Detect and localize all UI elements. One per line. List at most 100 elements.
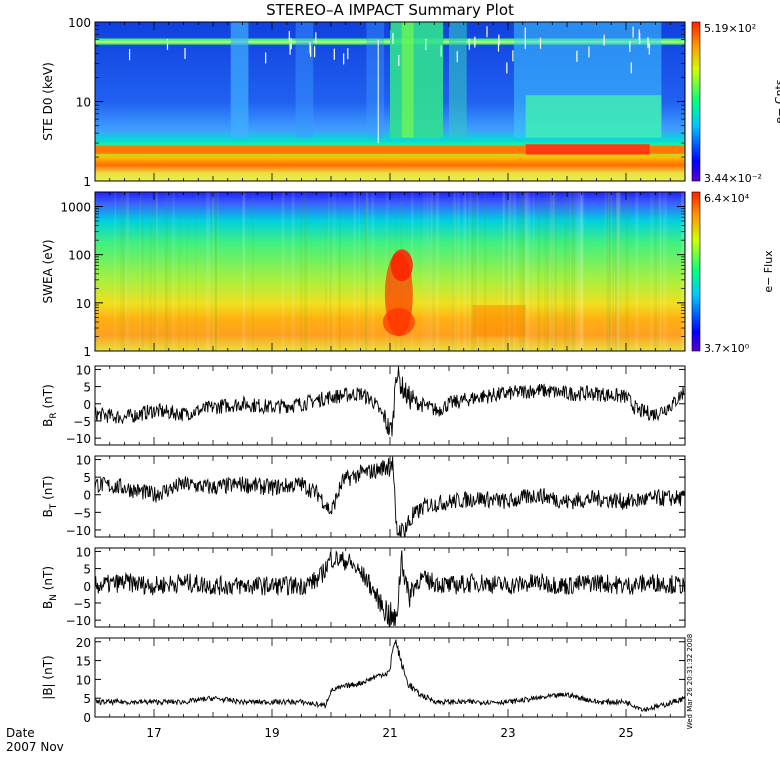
- swea-texture: [148, 192, 152, 351]
- swea-texture: [549, 192, 554, 351]
- y-tick-label-bmag: 0: [83, 711, 91, 725]
- y-tick-label-bt: 0: [83, 489, 91, 503]
- swea-texture: [512, 192, 517, 351]
- swea-texture: [205, 192, 210, 351]
- colorbar-ste: [691, 21, 701, 182]
- time-tick-label: 19: [264, 726, 279, 740]
- y-tick-label-bt: −10: [66, 524, 91, 538]
- swea-texture: [525, 192, 529, 351]
- y-tick-label-swea: 10: [76, 297, 91, 311]
- swea-texture: [509, 192, 514, 351]
- y-tick-label-bmag: 15: [76, 655, 91, 669]
- swea-texture: [364, 192, 368, 351]
- axis-frame-br: [94, 365, 686, 446]
- ste-enhancement-4: [401, 22, 414, 138]
- y-tick-label-bt: 5: [83, 471, 91, 485]
- y-axis-label-sub-bn: N: [49, 594, 59, 601]
- y-axis-label-ste: STE D0 (keV): [41, 62, 55, 141]
- swea-texture: [502, 192, 505, 351]
- swea-texture: [214, 192, 218, 351]
- swea-texture: [522, 192, 526, 351]
- swea-texture: [580, 192, 583, 351]
- swea-texture: [166, 192, 169, 351]
- swea-texture: [612, 192, 615, 351]
- swea-texture: [580, 192, 585, 351]
- swea-texture: [468, 192, 472, 351]
- axis-frame-bmag: [94, 637, 686, 718]
- swea-texture: [120, 192, 122, 351]
- swea-texture: [681, 192, 683, 351]
- y-tick-label-swea: 1000: [60, 200, 91, 214]
- y-axis-label-bmag: |B| (nT): [41, 655, 55, 699]
- y-tick-label-bmag: 10: [76, 673, 91, 687]
- y-tick-label-ste: 100: [68, 16, 91, 30]
- swea-texture: [125, 192, 130, 351]
- y-tick-label-bn: 0: [83, 580, 91, 594]
- swea-texture: [625, 192, 629, 351]
- colorbar-min-ste: 3.44×10⁻²: [704, 172, 762, 185]
- chart-title: STEREO–A IMPACT Summary Plot: [266, 1, 514, 19]
- ste-enhancement-1: [295, 22, 314, 138]
- swea-texture: [329, 192, 332, 351]
- ste-enhancement-5: [449, 22, 467, 138]
- swea-texture: [553, 192, 555, 351]
- swea-texture: [306, 192, 308, 351]
- ste-enhancement-2: [366, 22, 385, 138]
- swea-texture: [576, 192, 579, 351]
- swea-texture: [328, 192, 330, 351]
- month-axis-label: 2007 Nov: [6, 740, 64, 754]
- swea-texture: [353, 192, 356, 351]
- swea-texture: [658, 192, 662, 351]
- swea-spectrogram: [95, 192, 685, 351]
- series-line-br: [94, 366, 686, 437]
- date-axis-label: Date: [6, 726, 35, 740]
- swea-texture: [303, 192, 307, 351]
- swea-texture: [169, 192, 171, 351]
- swea-texture: [509, 192, 513, 351]
- colorbar-swea: [691, 191, 701, 352]
- colorbar-label-swea: e− Flux: [762, 250, 775, 293]
- y-tick-label-bmag: 5: [83, 692, 91, 706]
- swea-texture: [366, 192, 369, 351]
- swea-texture: [142, 192, 144, 351]
- y-axis-label-bt: BT (nT): [41, 476, 59, 518]
- swea-texture: [662, 192, 667, 351]
- swea-texture: [538, 192, 540, 351]
- swea-texture: [508, 192, 511, 351]
- swea-texture: [503, 192, 508, 351]
- ste-low-band: [95, 145, 685, 154]
- swea-texture: [502, 192, 505, 351]
- swea-texture: [607, 192, 610, 351]
- y-tick-label-br: 10: [76, 363, 91, 377]
- swea-texture: [618, 192, 621, 351]
- y-axis-label-br: BR (nT): [41, 384, 59, 427]
- y-tick-label-ste: 1: [83, 175, 91, 189]
- y-axis-label-unit-bt: (nT): [41, 476, 55, 504]
- swea-texture: [95, 192, 98, 351]
- swea-texture: [484, 192, 487, 351]
- swea-texture: [153, 192, 158, 351]
- swea-texture: [371, 192, 375, 351]
- swea-texture: [281, 192, 285, 351]
- y-tick-label-bn: 10: [76, 545, 91, 559]
- swea-texture: [291, 192, 295, 351]
- ste-enhancement-0: [230, 22, 249, 138]
- swea-texture: [300, 192, 303, 351]
- y-tick-label-bn: −5: [73, 597, 91, 611]
- y-tick-label-bmag: 20: [76, 636, 91, 650]
- swea-texture: [453, 192, 457, 351]
- swea-texture: [214, 192, 218, 351]
- y-tick-label-bn: 5: [83, 563, 91, 577]
- swea-texture: [155, 192, 158, 351]
- swea-texture: [186, 192, 188, 351]
- swea-texture: [431, 192, 434, 351]
- swea-texture: [411, 192, 414, 351]
- swea-texture: [451, 192, 456, 351]
- swea-texture: [172, 192, 176, 351]
- y-axis-label-bn: BN (nT): [41, 566, 59, 609]
- y-tick-label-swea: 1: [83, 345, 91, 359]
- swea-texture: [519, 192, 522, 351]
- colorbar-max-swea: 6.4×10⁴: [704, 192, 750, 205]
- swea-texture: [616, 192, 620, 351]
- swea-texture: [524, 192, 528, 351]
